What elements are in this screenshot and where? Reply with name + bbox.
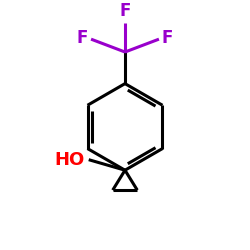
Text: HO: HO <box>54 151 84 169</box>
Text: F: F <box>119 2 131 21</box>
Text: F: F <box>162 29 173 47</box>
Text: F: F <box>77 29 88 47</box>
